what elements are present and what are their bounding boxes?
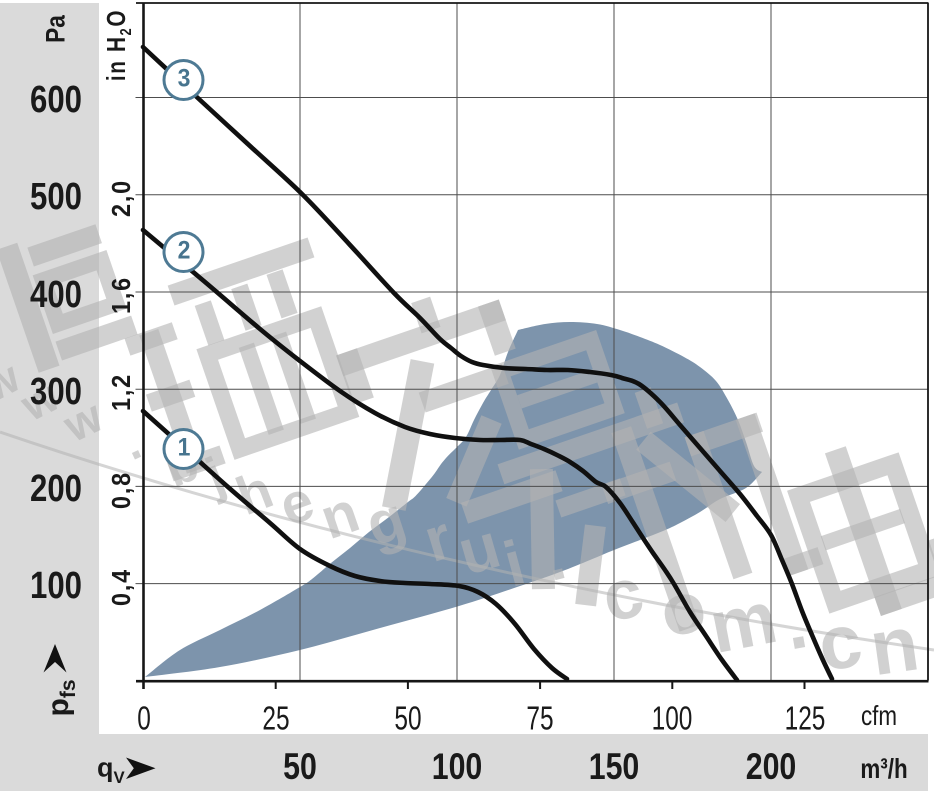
svg-text:c: c [812,598,867,689]
svg-text:o: o [653,566,713,653]
svg-text:n: n [312,479,367,552]
svg-text:e: e [271,468,322,538]
svg-text:c: c [595,552,650,637]
svg-text:n: n [865,598,924,692]
